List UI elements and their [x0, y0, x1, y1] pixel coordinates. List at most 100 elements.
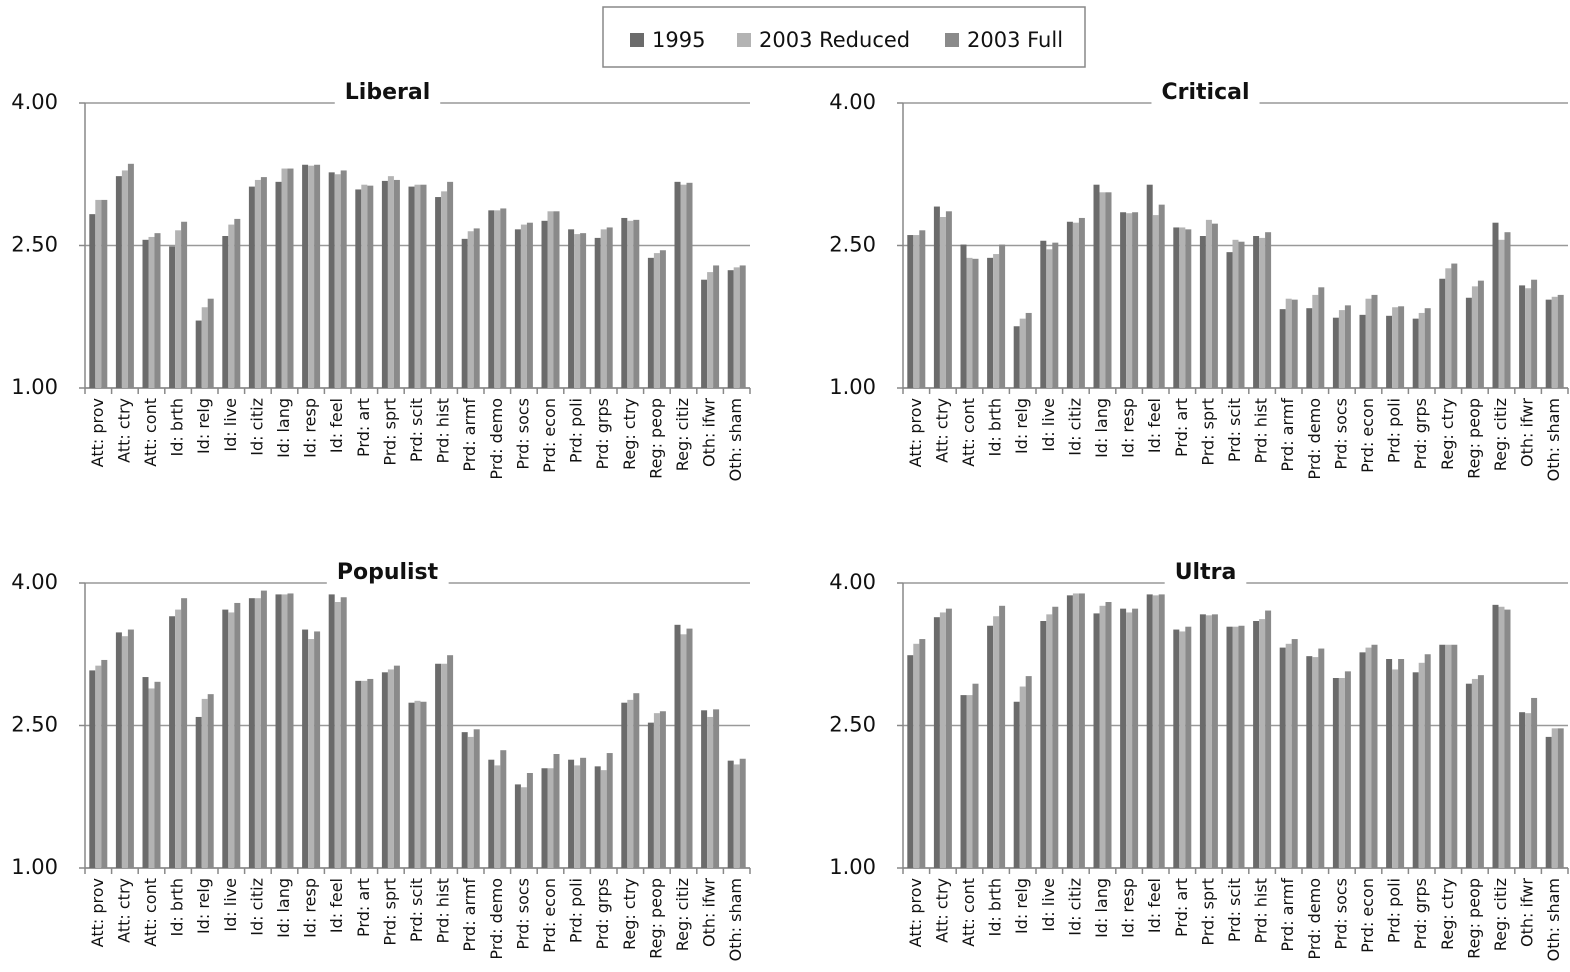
bar	[1557, 294, 1564, 388]
bar	[1519, 285, 1526, 388]
x-tick-label: Prd: grps	[593, 878, 612, 950]
bar	[334, 174, 341, 388]
x-tick-label: Prd: sprt	[380, 398, 399, 466]
x-tick-label: Id: feel	[1145, 878, 1164, 933]
title-bg	[1164, 560, 1247, 585]
x-tick-label: Id: citiz	[1065, 398, 1084, 456]
bar	[1525, 288, 1532, 388]
x-tick-label: Prd: sprt	[1198, 398, 1217, 466]
bar	[1318, 648, 1325, 868]
bar	[594, 766, 601, 868]
bar	[1146, 594, 1153, 868]
x-tick-label: Prd: sprt	[1198, 878, 1217, 946]
bar	[1365, 298, 1372, 388]
x-tick-label: Att: prov	[906, 398, 925, 467]
x-tick-label: Att: cont	[141, 878, 160, 947]
x-tick-label: Reg: peop	[646, 878, 665, 959]
bar	[1105, 602, 1112, 868]
bar	[939, 612, 946, 868]
bar	[281, 168, 288, 388]
legend-box	[602, 6, 1086, 68]
bar	[627, 220, 634, 388]
bar	[594, 237, 601, 388]
bar	[1259, 619, 1266, 868]
bar	[1531, 697, 1538, 868]
bar	[340, 597, 347, 868]
x-tick-label: Id: lang	[274, 398, 293, 458]
x-tick-label: Prd: grps	[593, 398, 612, 470]
bar	[713, 265, 720, 388]
x-tick-label: Id: brth	[168, 398, 187, 457]
bar	[686, 628, 693, 868]
bar	[1173, 629, 1180, 868]
legend-swatch	[737, 33, 751, 47]
x-tick-label: Reg: peop	[646, 398, 665, 479]
legend-label: 2003 Full	[967, 28, 1063, 52]
bar	[1498, 606, 1505, 868]
bar	[1439, 278, 1446, 388]
bar	[1173, 227, 1180, 388]
bar	[228, 612, 235, 868]
bar	[960, 695, 967, 868]
bar	[248, 598, 255, 868]
y-tick-label: 1.00	[11, 855, 58, 879]
bar	[945, 211, 952, 388]
bar	[606, 753, 613, 868]
bar	[1052, 242, 1059, 388]
x-tick-label: Prd: hist	[434, 878, 453, 944]
bar	[494, 765, 501, 868]
bar	[907, 655, 914, 868]
x-tick-label: Prd: scit	[407, 398, 426, 462]
x-tick-label: Prd: grps	[1411, 878, 1430, 950]
bar	[553, 211, 560, 388]
bar	[334, 602, 341, 868]
bar	[987, 257, 994, 388]
bar	[1412, 318, 1419, 388]
x-tick-label: Oth: sham	[726, 398, 745, 481]
bar	[1099, 192, 1106, 388]
x-tick-label: Prd: demo	[487, 398, 506, 480]
bar	[467, 231, 474, 388]
x-tick-label: Prd: socs	[513, 878, 532, 950]
bar	[541, 220, 548, 388]
bar	[514, 229, 521, 388]
x-tick-label: Reg: peop	[1464, 398, 1483, 479]
bar	[355, 189, 362, 388]
bar	[95, 199, 102, 388]
bar	[627, 699, 634, 868]
bar	[1078, 217, 1085, 388]
bar	[553, 754, 560, 868]
bar	[1424, 654, 1431, 868]
bar	[993, 254, 1000, 388]
y-tick-label: 4.00	[829, 570, 876, 594]
x-tick-label: Oth: ifwr	[700, 398, 719, 467]
bar	[488, 210, 495, 388]
bar	[1279, 647, 1286, 868]
x-tick-label: Id: feel	[327, 878, 346, 933]
bar	[95, 665, 102, 868]
bar	[674, 624, 681, 868]
x-tick-label: Prd: armf	[1278, 878, 1297, 952]
bar	[1424, 308, 1431, 388]
x-tick-label: Id: live	[221, 878, 240, 932]
bar	[420, 184, 427, 388]
bar	[987, 625, 994, 868]
bar	[568, 229, 575, 388]
bar	[1179, 631, 1186, 868]
bar	[600, 770, 607, 868]
bar	[1013, 326, 1020, 388]
x-tick-label: Prd: poli	[567, 878, 586, 943]
bar	[328, 172, 335, 388]
bar	[488, 759, 495, 868]
bar	[960, 244, 967, 388]
bar	[907, 235, 914, 388]
bar	[574, 765, 581, 868]
bar	[473, 729, 480, 868]
bar	[1465, 297, 1472, 388]
bar	[1471, 678, 1478, 868]
bar	[1519, 712, 1526, 868]
bar	[707, 272, 714, 388]
x-tick-label: Id: relg	[194, 878, 213, 934]
bar	[547, 768, 554, 868]
bar	[1253, 236, 1260, 388]
